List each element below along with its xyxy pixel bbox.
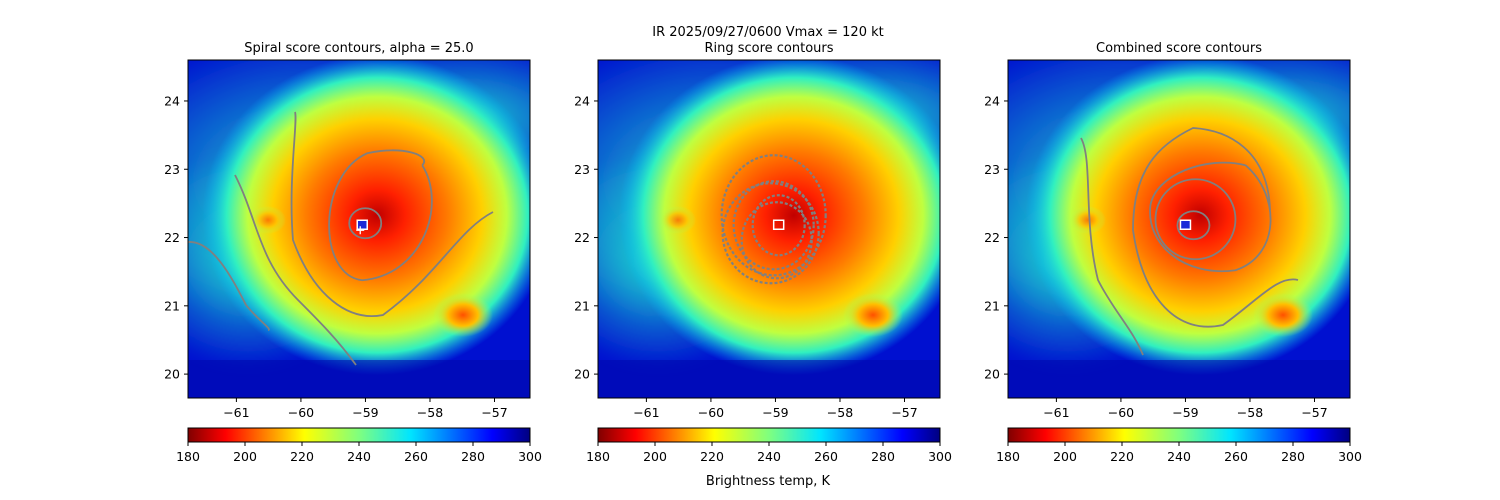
colorbar-tick-label: 300 <box>518 449 542 464</box>
colorbar-tick-label: 280 <box>461 449 485 464</box>
x-tick-label: −58 <box>1237 405 1263 420</box>
panels: Spiral score contours, alpha = 25.0 −61 −6… <box>164 41 1362 464</box>
colorbar-tick-label: 280 <box>871 449 895 464</box>
colorbar-tick-label: 260 <box>1224 449 1248 464</box>
x-tick-label: −59 <box>352 405 378 420</box>
colorbar-tick-label: 180 <box>996 449 1020 464</box>
panel-title: Ring score contours <box>704 41 833 56</box>
y-tick-label: 22 <box>164 230 180 245</box>
colorbar: 180 200 220 240 260 280 300 <box>586 427 952 464</box>
y-tick-label: 21 <box>164 298 180 313</box>
colorbar-tick-label: 300 <box>928 449 952 464</box>
colorbar-tick-label: 180 <box>176 449 200 464</box>
y-tick-label: 21 <box>574 298 590 313</box>
y-tick-label: 20 <box>574 367 590 382</box>
colorbar-tick-label: 220 <box>290 449 314 464</box>
colorbar-tick-label: 280 <box>1281 449 1305 464</box>
colorbar-tick-label: 240 <box>1167 449 1191 464</box>
y-tick-label: 24 <box>984 93 1000 108</box>
axes-frame <box>187 59 531 399</box>
ir-image <box>1008 60 1350 398</box>
colorbar: 180 200 220 240 260 280 300 <box>996 427 1362 464</box>
colorbar-tick-label: 220 <box>700 449 724 464</box>
score-contours <box>1080 127 1299 356</box>
colorbar-tick-label: 220 <box>1110 449 1134 464</box>
y-tick-label: 24 <box>574 93 590 108</box>
y-tick-label: 21 <box>984 298 1000 313</box>
panel-2: Ring score contours −61 −60 −59 −58 −57 20 21 22… <box>574 41 952 464</box>
x-tick-label: −58 <box>417 405 443 420</box>
x-tick-label: −57 <box>1301 405 1327 420</box>
axes-frame <box>597 59 941 399</box>
panel-title: Spiral score contours, alpha = 25.0 <box>244 41 473 56</box>
colorbar-label: Brightness temp, K <box>706 474 831 489</box>
colorbar-tick-label: 240 <box>757 449 781 464</box>
colorbar-tick-label: 180 <box>586 449 610 464</box>
x-tick-label: −61 <box>633 405 659 420</box>
score-contours <box>188 111 494 366</box>
axes-frame <box>1007 59 1351 399</box>
panel-3: Combined score contours −61 −60 −59 −58 −57 20… <box>984 41 1362 464</box>
suptitle: IR 2025/09/27/0600 Vmax = 120 kt <box>652 25 883 40</box>
y-tick-label: 20 <box>164 367 180 382</box>
center-marker <box>356 219 368 235</box>
colorbar-tick-label: 200 <box>233 449 257 464</box>
x-tick-label: −58 <box>827 405 853 420</box>
y-tick-label: 23 <box>574 162 590 177</box>
colorbar-tick-label: 200 <box>1053 449 1077 464</box>
colorbar-tick-label: 200 <box>643 449 667 464</box>
ir-image <box>188 60 530 398</box>
x-tick-label: −59 <box>1172 405 1198 420</box>
colorbar: 180 200 220 240 260 280 300 <box>176 427 542 464</box>
x-tick-label: −60 <box>698 405 724 420</box>
x-tick-label: −61 <box>1043 405 1069 420</box>
y-tick-label: 22 <box>574 230 590 245</box>
y-tick-label: 24 <box>164 93 180 108</box>
x-tick-label: −61 <box>223 405 249 420</box>
y-tick-label: 22 <box>984 230 1000 245</box>
score-contours <box>720 154 827 285</box>
x-tick-label: −59 <box>762 405 788 420</box>
y-tick-label: 23 <box>984 162 1000 177</box>
ir-image <box>598 60 940 398</box>
center-marker <box>1179 219 1192 230</box>
y-tick-label: 23 <box>164 162 180 177</box>
center-marker <box>772 219 785 230</box>
colorbar-tick-label: 260 <box>404 449 428 464</box>
x-tick-label: −60 <box>1108 405 1134 420</box>
panel-1: Spiral score contours, alpha = 25.0 −61 −6… <box>164 41 542 464</box>
x-tick-label: −57 <box>481 405 507 420</box>
x-tick-label: −57 <box>891 405 917 420</box>
y-tick-label: 20 <box>984 367 1000 382</box>
colorbar-tick-label: 240 <box>347 449 371 464</box>
colorbar-tick-label: 260 <box>814 449 838 464</box>
x-tick-label: −60 <box>288 405 314 420</box>
colorbar-tick-label: 300 <box>1338 449 1362 464</box>
panel-title: Combined score contours <box>1096 41 1262 56</box>
